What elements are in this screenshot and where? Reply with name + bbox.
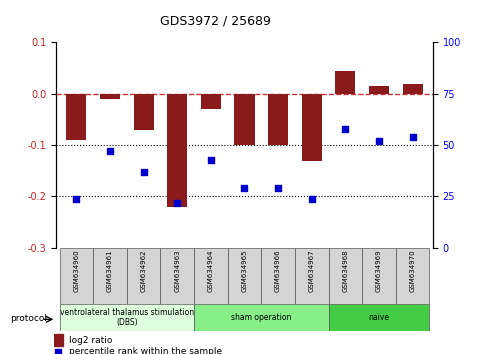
Bar: [234, 94, 254, 145]
Bar: [194, 248, 227, 304]
Bar: [368, 86, 388, 94]
Text: GSM634965: GSM634965: [241, 250, 247, 292]
Text: percentile rank within the sample: percentile rank within the sample: [69, 347, 222, 354]
Bar: [402, 84, 422, 94]
Point: [173, 200, 181, 205]
Point: [274, 185, 282, 191]
Bar: [167, 94, 187, 207]
Bar: [66, 94, 86, 140]
Point: [374, 138, 382, 144]
Text: GSM634968: GSM634968: [342, 250, 347, 292]
Text: GSM634962: GSM634962: [141, 250, 146, 292]
Bar: [395, 248, 428, 304]
Bar: [60, 248, 93, 304]
Text: GSM634961: GSM634961: [107, 250, 113, 292]
Bar: [201, 94, 221, 109]
Point: [408, 134, 416, 140]
Bar: [133, 94, 153, 130]
Bar: [328, 304, 428, 331]
Text: GSM634964: GSM634964: [207, 250, 213, 292]
Bar: [60, 304, 194, 331]
Point: [341, 126, 348, 132]
Bar: [126, 248, 160, 304]
Bar: [261, 248, 294, 304]
Text: protocol: protocol: [10, 314, 47, 323]
Bar: [267, 94, 287, 145]
Text: GSM634963: GSM634963: [174, 250, 180, 292]
Point: [140, 169, 147, 175]
Text: GDS3972 / 25689: GDS3972 / 25689: [160, 14, 270, 27]
Text: GSM634967: GSM634967: [308, 250, 314, 292]
Bar: [294, 248, 328, 304]
Text: ventrolateral thalamus stimulation
(DBS): ventrolateral thalamus stimulation (DBS): [60, 308, 194, 327]
Bar: [160, 248, 194, 304]
Bar: [54, 335, 63, 346]
Point: [206, 157, 214, 162]
Point: [54, 349, 62, 354]
Point: [106, 148, 114, 154]
Bar: [335, 71, 355, 94]
Point: [72, 196, 80, 201]
Bar: [301, 94, 321, 161]
Bar: [362, 248, 395, 304]
Text: GSM634960: GSM634960: [73, 250, 79, 292]
Text: log2 ratio: log2 ratio: [69, 336, 112, 345]
Bar: [100, 94, 120, 99]
Bar: [194, 304, 328, 331]
Bar: [227, 248, 261, 304]
Point: [240, 185, 248, 191]
Text: GSM634969: GSM634969: [375, 250, 381, 292]
Bar: [93, 248, 126, 304]
Text: GSM634970: GSM634970: [409, 250, 415, 292]
Bar: [328, 248, 362, 304]
Text: GSM634966: GSM634966: [275, 250, 281, 292]
Text: sham operation: sham operation: [231, 313, 291, 322]
Point: [307, 196, 315, 201]
Text: naive: naive: [368, 313, 388, 322]
